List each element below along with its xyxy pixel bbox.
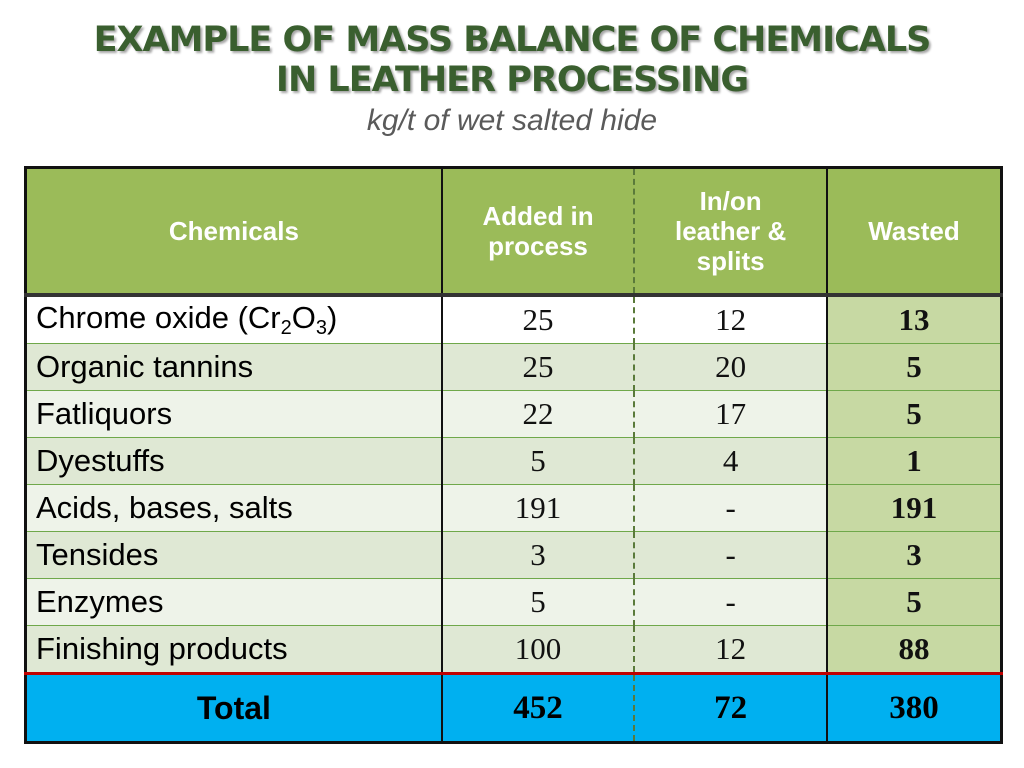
cell-added: 5 bbox=[441, 578, 636, 626]
cell-added: 5 bbox=[441, 437, 636, 485]
chrome-oxide-label: Chrome oxide (Cr bbox=[36, 300, 281, 335]
table-row: Dyestuffs 5 4 1 bbox=[25, 437, 1002, 485]
header-added-in-process: Added in process bbox=[441, 167, 636, 297]
cell-added: 22 bbox=[441, 390, 636, 438]
mass-balance-table: Chemicals Added in process In/on leather… bbox=[24, 166, 1003, 744]
close-paren: ) bbox=[327, 300, 338, 335]
cell-inon: 12 bbox=[634, 625, 828, 674]
cell-inon: 12 bbox=[634, 295, 828, 344]
total-inon: 72 bbox=[634, 672, 828, 743]
cell-wasted: 88 bbox=[826, 625, 1002, 674]
cell-inon: 20 bbox=[634, 343, 828, 391]
table-header-row: Chemicals Added in process In/on leather… bbox=[25, 167, 1002, 297]
cell-inon: 4 bbox=[634, 437, 828, 485]
header-inon-line-3: splits bbox=[696, 246, 765, 276]
row-chemical-name: Tensides bbox=[25, 531, 443, 579]
total-row: Total 452 72 380 bbox=[25, 672, 1002, 743]
subscript-2: 2 bbox=[280, 317, 292, 339]
table-row: Fatliquors 22 17 5 bbox=[25, 390, 1002, 438]
title-line-1: EXAMPLE OF MASS BALANCE OF CHEMICALS bbox=[93, 20, 932, 60]
cell-inon: - bbox=[634, 531, 828, 579]
header-in-on-leather-splits: In/on leather & splits bbox=[634, 167, 828, 297]
cell-inon: - bbox=[634, 484, 828, 532]
table-row: Chrome oxide (Cr2O3) 25 12 13 bbox=[25, 295, 1002, 344]
table-row: Enzymes 5 - 5 bbox=[25, 578, 1002, 626]
row-chemical-name: Enzymes bbox=[25, 578, 443, 626]
header-inon-line-2: leather & bbox=[675, 216, 787, 246]
cell-wasted: 1 bbox=[826, 437, 1002, 485]
row-chemical-name: Acids, bases, salts bbox=[25, 484, 443, 532]
cell-wasted: 5 bbox=[826, 390, 1002, 438]
row-chemical-name: Chrome oxide (Cr2O3) bbox=[25, 295, 443, 344]
table-row: Finishing products 100 12 88 bbox=[25, 625, 1002, 674]
table-row: Organic tannins 25 20 5 bbox=[25, 343, 1002, 391]
total-wasted: 380 bbox=[826, 672, 1002, 743]
header-chemicals: Chemicals bbox=[25, 167, 443, 297]
row-chemical-name: Dyestuffs bbox=[25, 437, 443, 485]
header-inon-line-1: In/on bbox=[699, 186, 762, 216]
cell-added: 191 bbox=[441, 484, 636, 532]
cell-inon: 17 bbox=[634, 390, 828, 438]
page-title: EXAMPLE OF MASS BALANCE OF CHEMICALS IN … bbox=[0, 20, 1024, 100]
row-chemical-name: Organic tannins bbox=[25, 343, 443, 391]
header-wasted: Wasted bbox=[826, 167, 1002, 297]
cell-wasted: 13 bbox=[826, 295, 1002, 344]
table-row: Acids, bases, salts 191 - 191 bbox=[25, 484, 1002, 532]
cell-added: 25 bbox=[441, 343, 636, 391]
subscript-3: 3 bbox=[315, 317, 327, 339]
cell-inon: - bbox=[634, 578, 828, 626]
table-row: Tensides 3 - 3 bbox=[25, 531, 1002, 579]
total-label: Total bbox=[25, 672, 443, 743]
title-line-2: IN LEATHER PROCESSING bbox=[275, 60, 749, 100]
page-subtitle: kg/t of wet salted hide bbox=[366, 104, 658, 137]
cell-added: 3 bbox=[441, 531, 636, 579]
cell-added: 100 bbox=[441, 625, 636, 674]
cell-added: 25 bbox=[441, 295, 636, 344]
cell-wasted: 3 bbox=[826, 531, 1002, 579]
cell-wasted: 191 bbox=[826, 484, 1002, 532]
cell-wasted: 5 bbox=[826, 343, 1002, 391]
cell-wasted: 5 bbox=[826, 578, 1002, 626]
total-added: 452 bbox=[441, 672, 636, 743]
row-chemical-name: Fatliquors bbox=[25, 390, 443, 438]
row-chemical-name: Finishing products bbox=[25, 625, 443, 674]
header-added-label: Added in process bbox=[482, 201, 594, 261]
oxygen-symbol: O bbox=[291, 300, 316, 335]
